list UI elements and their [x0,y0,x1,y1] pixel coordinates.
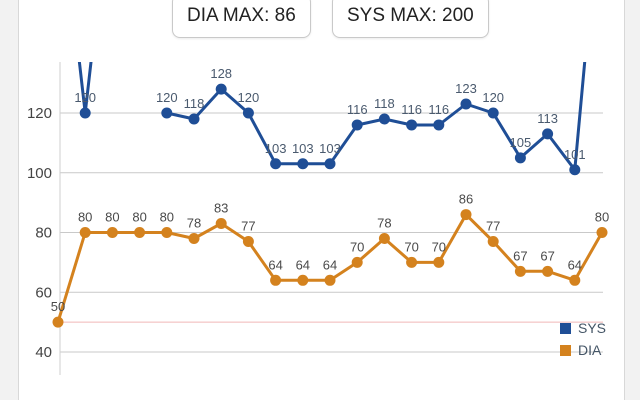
sys-label-13: 116 [401,102,422,117]
dia-label-6: 83 [214,201,228,216]
sys-label-6: 128 [210,66,232,81]
dia-max-badge: DIA MAX: 86 [172,0,311,38]
dia-point-10 [324,274,336,286]
dia-point-15 [460,209,472,221]
dia-label-0: 50 [51,299,65,314]
sys-point-15 [460,98,472,110]
dia-label-18: 67 [540,248,554,263]
sys-label-12: 118 [374,96,395,111]
dia-label-9: 64 [296,257,310,272]
sys-point-19 [569,164,581,176]
sys-point-9 [297,158,309,170]
dia-label-2: 80 [105,210,119,225]
sys-label-10: 103 [319,141,341,156]
sys-point-10 [324,158,336,170]
sys-point-7 [242,107,254,119]
dia-point-4 [161,227,173,238]
legend: SYS DIA [560,320,606,358]
dia-label-4: 80 [160,210,174,225]
dia-point-14 [433,256,445,268]
dia-label-10: 64 [323,257,337,272]
dia-point-8 [270,274,282,286]
dia-label-15: 86 [459,192,473,207]
y-tick-100: 100 [27,165,52,182]
sys-point-5 [188,113,200,125]
sys-point-1 [79,107,91,119]
sys-label-1: 120 [74,90,96,105]
sys-point-6 [215,83,227,95]
dia-label-3: 80 [132,210,146,225]
y-tick-60: 60 [35,284,52,301]
grid-lines [59,62,603,375]
sys-label-16: 120 [482,90,504,105]
dia-label-20: 80 [595,210,609,225]
sys-point-16 [487,107,499,119]
series-points [52,83,608,328]
y-tick-40: 40 [35,344,52,361]
sys-point-11 [351,119,363,131]
sys-label-9: 103 [292,141,314,156]
legend-swatch-sys [560,323,571,334]
sys-label-14: 116 [428,102,449,117]
legend-label-dia: DIA [578,342,602,358]
dia-max-text: DIA MAX: 86 [187,5,296,26]
sys-label-8: 103 [265,141,287,156]
sys-label-19: 101 [564,147,586,162]
sys-label-17: 105 [510,135,532,150]
dia-point-5 [188,232,200,244]
dia-label-11: 70 [350,239,364,254]
dia-label-8: 64 [268,257,282,272]
sys-point-12 [378,113,390,125]
sys-point-14 [433,119,445,131]
sys-label-11: 116 [347,102,368,117]
dia-label-17: 67 [513,248,527,263]
dia-point-12 [378,232,390,244]
y-tick-80: 80 [35,225,52,242]
sys-max-badge: SYS MAX: 200 [332,0,489,38]
dia-point-17 [514,265,526,277]
dia-point-0 [52,316,64,328]
dia-point-3 [134,227,146,238]
dia-label-12: 78 [377,215,391,230]
sys-label-15: 123 [455,81,477,96]
dia-point-13 [406,256,418,268]
legend-swatch-dia [560,345,571,356]
data-labels: 120 120 118 128 120 103 103 103 116 118 116 116 123 1… [51,66,609,314]
dia-point-19 [569,274,581,286]
dia-point-7 [242,235,254,247]
chart-panel [18,0,625,400]
sys-point-17 [514,152,526,164]
dia-point-9 [297,274,309,286]
dia-point-2 [106,227,118,238]
sys-point-4 [161,107,173,119]
legend-label-sys: SYS [578,320,606,336]
sys-point-8 [270,158,282,170]
dia-label-16: 77 [486,218,500,233]
sys-point-18 [542,128,554,140]
y-tick-120: 120 [27,105,52,122]
sys-label-5: 118 [184,96,205,111]
dia-point-16 [487,235,499,247]
sys-label-4: 120 [156,90,178,105]
sys-label-18: 113 [537,111,558,126]
dia-point-20 [596,227,608,238]
dia-label-7: 77 [241,218,255,233]
dia-point-18 [542,265,554,277]
dia-point-11 [351,256,363,268]
dia-label-19: 64 [568,257,582,272]
dia-label-13: 70 [404,239,418,254]
dia-label-14: 70 [432,239,446,254]
sys-label-7: 120 [238,90,260,105]
sys-point-13 [406,119,418,131]
dia-point-1 [79,227,91,238]
sys-max-text: SYS MAX: 200 [347,5,474,26]
y-axis-ticks: 40 60 80 100 120 [27,105,52,361]
dia-point-6 [215,218,227,230]
dia-label-1: 80 [78,210,92,225]
dia-label-5: 78 [187,215,201,230]
